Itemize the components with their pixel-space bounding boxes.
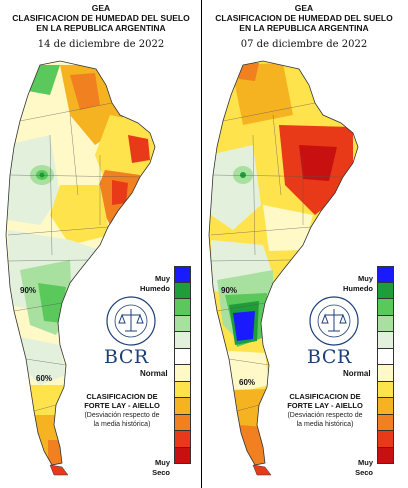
contour-label-90: 90% [221, 286, 237, 295]
legend-cell-dry-2 [377, 398, 394, 415]
classification-note-2: la media histórica) [93, 421, 151, 428]
org-label: GEA [91, 3, 111, 13]
contour-label-60: 60% [36, 374, 52, 383]
legend-cell-slightly-dry [377, 365, 394, 382]
legend-very-wet-label-1: Muy [358, 274, 373, 283]
classification-note-1: (Desviación respecto de [84, 412, 160, 419]
legend-very-wet-label-2: Humedo [343, 284, 373, 293]
legend-very-dry-label-2: Seco [355, 468, 373, 477]
legend-cell-dry-1 [377, 381, 394, 398]
classification-line-1: CLASIFICACION DE [289, 392, 361, 401]
legend-cell-dry-3 [377, 414, 394, 431]
bcr-seal-logo [309, 296, 359, 346]
legend-cell-wet-3 [174, 282, 191, 299]
legend-very-dry-label-2: Seco [152, 468, 170, 477]
legend-very-wet-label-2: Humedo [140, 284, 170, 293]
legend-cell-dry-1 [174, 381, 191, 398]
legend-cell-dry-2 [174, 398, 191, 415]
org-label: GEA [294, 3, 314, 13]
legend-cell-very-dry [174, 431, 191, 448]
argentina-soil-moisture-map: 90% 60% [208, 60, 359, 476]
legend-very-wet-label-1: Muy [155, 274, 170, 283]
argentina-soil-moisture-map: 90% 60% [5, 60, 156, 476]
legend-normal-label: Normal [343, 369, 371, 378]
bcr-brand-text: BCR [307, 346, 352, 368]
legend-cell-normal [377, 348, 394, 365]
map-date: 14 de diciembre de 2022 [37, 39, 165, 50]
legend-normal-label: Normal [140, 369, 168, 378]
legend-cell-slightly-wet [377, 332, 394, 349]
map-panel-dec-14: GEA CLASIFICACION DE HUMEDAD DEL SUELO E… [0, 0, 202, 488]
legend-cell-normal [174, 348, 191, 365]
legend-cell-wet-1 [377, 315, 394, 332]
legend-cell-very-wet [174, 266, 191, 283]
legend-cell-slightly-dry [174, 365, 191, 382]
legend-cell-extreme-dry [174, 447, 191, 464]
bcr-seal-logo [106, 296, 156, 346]
bcr-brand-text: BCR [104, 346, 149, 368]
legend-cell-dry-3 [174, 414, 191, 431]
map-date: 07 de diciembre de 2022 [240, 39, 368, 50]
legend-cell-wet-2 [377, 299, 394, 316]
map-subtitle: EN LA REPUBLICA ARGENTINA [36, 23, 166, 33]
classification-line-2: FORTE LAY - AIELLO [84, 401, 160, 410]
classification-note-1: (Desviación respecto de [287, 412, 363, 419]
classification-line-1: CLASIFICACION DE [86, 392, 158, 401]
legend-cell-very-wet [377, 266, 394, 283]
map-panel-dec-07: GEA CLASIFICACION DE HUMEDAD DEL SUELO E… [203, 0, 405, 488]
legend-colorbar [377, 266, 394, 464]
contour-label-60: 60% [239, 378, 255, 387]
legend-cell-very-dry [377, 431, 394, 448]
contour-label-90: 90% [20, 286, 36, 295]
legend-cell-wet-1 [174, 315, 191, 332]
legend-cell-wet-2 [174, 299, 191, 316]
map-title: CLASIFICACION DE HUMEDAD DEL SUELO [12, 13, 190, 23]
classification-note-2: la media histórica) [296, 421, 354, 428]
legend-cell-slightly-wet [174, 332, 191, 349]
map-subtitle: EN LA REPUBLICA ARGENTINA [239, 23, 369, 33]
map-title: CLASIFICACION DE HUMEDAD DEL SUELO [215, 13, 393, 23]
legend-cell-wet-3 [377, 282, 394, 299]
legend-very-dry-label-1: Muy [358, 458, 373, 467]
legend-colorbar [174, 266, 191, 464]
classification-line-2: FORTE LAY - AIELLO [287, 401, 363, 410]
legend-cell-extreme-dry [377, 447, 394, 464]
legend-very-dry-label-1: Muy [155, 458, 170, 467]
